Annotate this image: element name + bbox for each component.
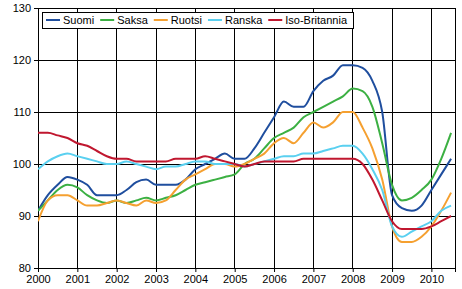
x-tick: 2008 bbox=[341, 268, 365, 285]
x-tick: 2005 bbox=[223, 268, 247, 285]
grid-line-x bbox=[156, 8, 157, 268]
legend-swatch bbox=[100, 19, 114, 21]
y-tick: 130 bbox=[13, 2, 38, 14]
legend-swatch bbox=[154, 19, 168, 21]
x-tick: 2003 bbox=[144, 268, 168, 285]
x-tick: 2010 bbox=[420, 268, 444, 285]
y-tick-label: 90 bbox=[19, 210, 31, 222]
legend-swatch bbox=[268, 19, 282, 21]
grid-line-x bbox=[431, 8, 432, 268]
legend-label: Iso-Britannia bbox=[285, 14, 348, 26]
x-tick-mark bbox=[313, 268, 314, 272]
grid-line-x bbox=[352, 8, 353, 268]
grid bbox=[38, 8, 455, 268]
y-tick-label: 130 bbox=[13, 2, 31, 14]
x-tick: 2006 bbox=[262, 268, 286, 285]
x-tick-mark bbox=[117, 268, 118, 272]
y-tick: 90 bbox=[19, 210, 38, 222]
grid-line-y bbox=[38, 216, 455, 217]
legend-swatch bbox=[208, 19, 222, 21]
chart: 2000 2001 2002 2003 2004 2005 2006 2007 2008 2009… bbox=[0, 0, 462, 289]
y-tick-label: 120 bbox=[13, 54, 31, 66]
y-tick-mark bbox=[34, 60, 38, 61]
x-tick-mark bbox=[353, 268, 354, 272]
y-tick-mark bbox=[34, 8, 38, 9]
grid-line-x bbox=[313, 8, 314, 268]
y-tick: 80 bbox=[19, 262, 38, 274]
y-tick: 100 bbox=[13, 158, 38, 170]
legend-label: Ranska bbox=[225, 14, 263, 26]
x-tick-label: 2003 bbox=[144, 273, 168, 285]
grid-line-x bbox=[195, 8, 196, 268]
x-axis: 2000 2001 2002 2003 2004 2005 2006 2007 2008 2009… bbox=[26, 268, 455, 285]
x-tick-label: 2007 bbox=[302, 273, 326, 285]
legend-box bbox=[42, 12, 353, 28]
x-tick-label: 2008 bbox=[341, 273, 365, 285]
x-tick-mark bbox=[274, 268, 275, 272]
x-tick-mark bbox=[195, 268, 196, 272]
series-line bbox=[38, 89, 451, 211]
series-line bbox=[38, 112, 451, 242]
grid-line-y bbox=[38, 60, 455, 61]
y-tick-label: 110 bbox=[13, 106, 31, 118]
y-tick-mark bbox=[34, 268, 38, 269]
x-tick-mark bbox=[156, 268, 157, 272]
grid-line-x bbox=[234, 8, 235, 268]
legend-swatch bbox=[46, 19, 60, 21]
legend-label: Suomi bbox=[63, 14, 94, 26]
x-tick-mark bbox=[392, 268, 393, 272]
x-tick: 2009 bbox=[380, 268, 404, 285]
x-tick: 2007 bbox=[302, 268, 326, 285]
x-tick-label: 2001 bbox=[66, 273, 90, 285]
y-axis: 80 90 100 110 120 130 bbox=[13, 2, 39, 274]
y-tick-label: 80 bbox=[19, 262, 31, 274]
x-tick-label: 2002 bbox=[105, 273, 129, 285]
y-tick-mark bbox=[34, 216, 38, 217]
x-tick-label: 2005 bbox=[223, 273, 247, 285]
legend-label: Ruotsi bbox=[171, 14, 202, 26]
series-line bbox=[38, 146, 451, 237]
x-tick: 2001 bbox=[66, 268, 90, 285]
x-tick-label: 2010 bbox=[420, 273, 444, 285]
x-tick: 2002 bbox=[105, 268, 129, 285]
y-tick: 110 bbox=[13, 106, 38, 118]
grid-line-x bbox=[116, 8, 117, 268]
x-tick-mark bbox=[431, 268, 432, 272]
x-tick: 2004 bbox=[184, 268, 208, 285]
x-tick-label: 2000 bbox=[26, 273, 50, 285]
x-tick-label: 2009 bbox=[380, 273, 404, 285]
series-line bbox=[38, 133, 451, 229]
grid-line-y bbox=[38, 112, 455, 113]
x-tick-label: 2006 bbox=[262, 273, 286, 285]
y-tick-mark bbox=[34, 164, 38, 165]
series-line bbox=[38, 65, 451, 211]
y-tick-label: 100 bbox=[13, 158, 31, 170]
legend-label: Saksa bbox=[117, 14, 148, 26]
x-axis-line bbox=[39, 269, 456, 273]
x-tick-mark bbox=[235, 268, 236, 272]
plot-frame bbox=[38, 8, 455, 268]
lines bbox=[38, 65, 451, 242]
y-axis-line bbox=[34, 9, 39, 269]
legend: Suomi Saksa Ruotsi Ranska Iso-Britannia bbox=[42, 12, 353, 28]
x-tick-label: 2004 bbox=[184, 273, 208, 285]
x-tick-mark bbox=[77, 268, 78, 272]
y-tick-mark bbox=[34, 112, 38, 113]
grid-line-x bbox=[77, 8, 78, 268]
y-tick: 120 bbox=[13, 54, 38, 66]
